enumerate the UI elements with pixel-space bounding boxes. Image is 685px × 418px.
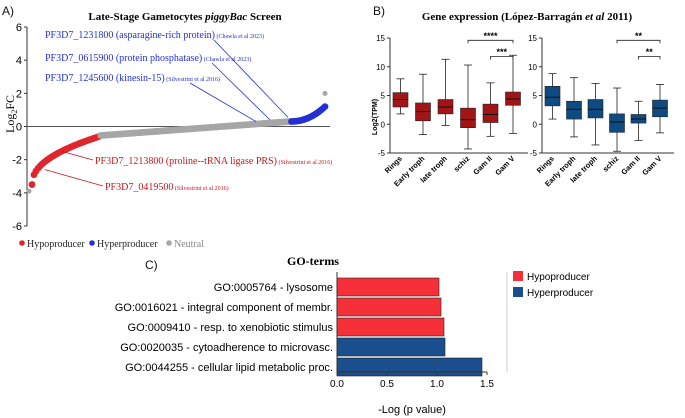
chart-c-xtick-label: 1.0 xyxy=(430,379,444,390)
chart-c-bar xyxy=(336,317,445,337)
panel-b-label: B) xyxy=(373,4,385,18)
chart-c-bar xyxy=(336,357,483,377)
chart-a-annotation: PF3D7_0615900 (protein phosphatase) (Cha… xyxy=(45,53,251,64)
chart-c-xtick-label: 0.0 xyxy=(330,379,344,390)
chart-a-legend-label: Hyperproducer xyxy=(97,239,158,250)
chart-c-category-label: GO:0005764 - lysosome xyxy=(214,282,333,294)
chart-b-ylabel: Log2(TPM) xyxy=(372,99,379,135)
chart-c-legend-swatch xyxy=(513,271,523,281)
chart-c-xtick-label: 1.5 xyxy=(480,379,494,390)
hyperproducer-point xyxy=(321,103,329,110)
chart-a-ytick-label: 2 xyxy=(16,88,22,100)
chart-b-box xyxy=(460,107,476,129)
chart-a-ytick-label: -6 xyxy=(12,221,22,233)
chart-b-significance-bracket xyxy=(638,56,661,60)
chart-c-bar xyxy=(336,277,440,297)
chart-a-annotation-line xyxy=(44,169,104,187)
chart-b-significance-bracket xyxy=(490,56,514,60)
chart-b-ytick-label: 15 xyxy=(528,34,537,43)
chart-b-ytick-label: 5 xyxy=(533,92,538,101)
chart-b-ytick-label: 0 xyxy=(381,120,386,129)
chart-a-annotation-line xyxy=(213,39,289,118)
chart-b-ytick-label: 0 xyxy=(533,120,538,129)
panel-c-label: C) xyxy=(145,258,158,272)
chart-b-ytick-label: 5 xyxy=(381,92,386,101)
chart-c-category-label: GO:0016021 - integral component of membr… xyxy=(115,302,333,314)
chart-b-ytick-label: 10 xyxy=(528,63,537,72)
chart-a-legend-label: Hypoproducer xyxy=(27,239,85,250)
chart-a-ytick-label: 4 xyxy=(16,55,22,67)
chart-a-annotation-line xyxy=(211,62,271,121)
chart-c-legend-label: Hyperproducer xyxy=(527,288,594,299)
chart-b-significance-label: **** xyxy=(483,31,498,41)
chart-a-legend-swatch xyxy=(89,240,95,246)
chart-b-box xyxy=(482,103,499,123)
chart-b-significance-bracket xyxy=(616,39,661,44)
chart-a-title: Late-Stage Gametocytes piggyBac Screen xyxy=(88,11,281,23)
chart-a-annotation-line xyxy=(189,82,257,122)
chart-c-title: GO-terms xyxy=(287,254,339,268)
chart-c-category-label: GO:0020035 - cytoadherence to microvasc. xyxy=(120,342,333,354)
neutral-point xyxy=(322,90,328,96)
chart-b-significance-label: ** xyxy=(646,47,654,57)
chart-c-bar xyxy=(336,337,446,357)
chart-a-ytick-label: 0 xyxy=(16,122,22,134)
chart-a-ylabel: Log2FC xyxy=(3,95,19,133)
chart-a-ytick-label: 6 xyxy=(16,22,22,34)
chart-b-ytick-label: -5 xyxy=(378,149,386,158)
chart-b-box xyxy=(587,99,604,119)
chart-b-significance-bracket xyxy=(467,39,514,44)
chart-c-xlabel: -Log (p value) xyxy=(378,404,446,416)
chart-a-annotation: PF3D7_1245600 (kinesin-15) (Silvestrini … xyxy=(45,73,220,84)
chart-c-xtick-label: 0.5 xyxy=(380,379,394,390)
chart-b-box xyxy=(566,100,582,120)
chart-b-box xyxy=(544,86,561,107)
chart-a-annotation: PF3D7_1231800 (asparagine-rich protein) … xyxy=(45,30,264,41)
chart-a-legend-label: Neutral xyxy=(174,239,204,250)
chart-b-ytick-label: -5 xyxy=(530,149,538,158)
hypoproducer-point xyxy=(28,181,36,188)
chart-b-box xyxy=(609,113,625,133)
chart-b-ytick-label: 10 xyxy=(376,63,385,72)
chart-a-annotation: PF3D7_1213800 (proline--tRNA ligase PRS)… xyxy=(95,156,332,167)
chart-a-ytick-label: -2 xyxy=(12,155,22,167)
chart-b-significance-label: ** xyxy=(635,31,643,41)
panel-a-label: A) xyxy=(2,4,14,18)
chart-c-category-label: GO:0009410 - resp. to xenobiotic stimulu… xyxy=(128,322,334,334)
chart-c-legend-swatch xyxy=(513,287,523,297)
chart-b-title: Gene expression (López-Barragán et al 20… xyxy=(422,11,633,23)
chart-a-legend-swatch xyxy=(19,240,25,246)
chart-b-ytick-label: 15 xyxy=(376,34,385,43)
chart-a-legend-swatch xyxy=(166,240,172,246)
chart-b-significance-label: *** xyxy=(496,47,507,57)
chart-a-annotation: PF3D7_0419500 (Silvestrini et al 2016) xyxy=(105,182,229,193)
chart-c-category-label: GO:0044255 - cellular lipid metabolic pr… xyxy=(125,362,333,374)
chart-c-bar xyxy=(336,297,442,317)
chart-a-ytick-label: -4 xyxy=(12,188,22,200)
chart-a-annotation-line xyxy=(61,150,94,161)
neutral-point xyxy=(26,188,32,194)
chart-c-legend-label: Hypoproducer xyxy=(527,272,590,283)
